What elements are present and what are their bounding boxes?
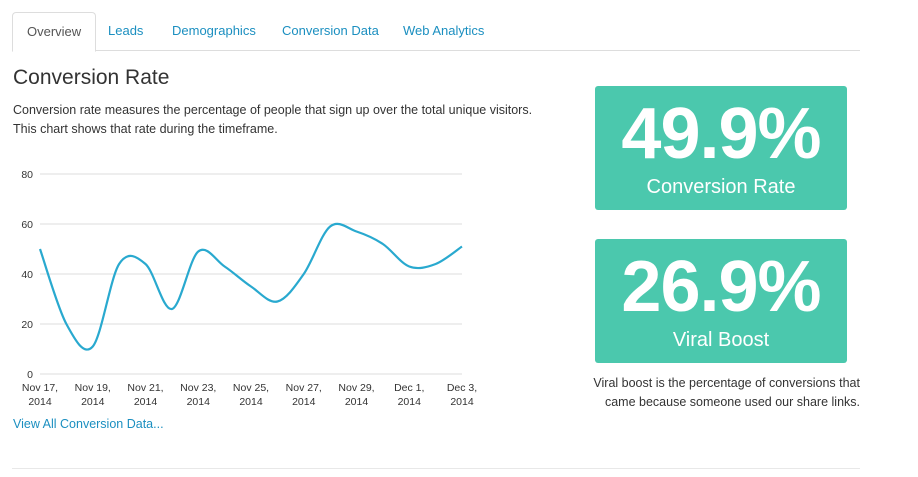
data-point bbox=[328, 225, 332, 229]
x-tick-label: Dec 1, bbox=[394, 382, 424, 394]
data-point bbox=[460, 245, 464, 249]
x-tick-label: Nov 21, bbox=[127, 382, 163, 394]
x-tick-label: 2014 bbox=[81, 396, 105, 408]
tab-conversion-data[interactable]: Conversion Data bbox=[282, 23, 379, 38]
x-tick-label: 2014 bbox=[187, 396, 211, 408]
data-point bbox=[223, 265, 227, 269]
y-tick-label: 40 bbox=[21, 269, 33, 281]
data-point bbox=[275, 300, 279, 304]
x-tick-label: Nov 19, bbox=[75, 382, 111, 394]
x-tick-label: Nov 27, bbox=[286, 382, 322, 394]
viral-boost-label: Viral Boost bbox=[672, 329, 770, 351]
data-point bbox=[196, 250, 200, 254]
tab-demographics[interactable]: Demographics bbox=[172, 23, 256, 38]
section-divider bbox=[12, 468, 860, 469]
tab-bar: Overview Leads Demographics Conversion D… bbox=[12, 12, 860, 52]
chart-description: Conversion rate measures the percentage … bbox=[13, 103, 533, 136]
x-tick-label: Nov 29, bbox=[338, 382, 374, 394]
x-tick-label: Nov 17, bbox=[22, 382, 58, 394]
y-tick-label: 60 bbox=[21, 219, 33, 231]
page-title: Conversion Rate bbox=[13, 66, 170, 89]
x-tick-label: 2014 bbox=[239, 396, 263, 408]
viral-boost-stat-card: 26.9% Viral Boost bbox=[595, 239, 847, 363]
conversion-rate-label: Conversion Rate bbox=[646, 176, 796, 198]
x-tick-label: Nov 23, bbox=[180, 382, 216, 394]
tab-web-analytics[interactable]: Web Analytics bbox=[403, 23, 485, 38]
data-point bbox=[249, 285, 253, 289]
data-point bbox=[144, 262, 148, 266]
x-tick-label: 2014 bbox=[450, 396, 474, 408]
data-point bbox=[407, 265, 411, 269]
data-point bbox=[91, 345, 95, 349]
x-tick-label: Dec 3, bbox=[447, 382, 477, 394]
view-all-conversion-data-link[interactable]: View All Conversion Data... bbox=[13, 417, 164, 431]
tab-overview[interactable]: Overview bbox=[12, 12, 97, 52]
viral-boost-note: Viral boost is the percentage of convers… bbox=[593, 376, 860, 409]
conversion-rate-line bbox=[38, 222, 463, 351]
y-tick-label: 80 bbox=[21, 169, 33, 181]
x-tick-label: 2014 bbox=[292, 396, 316, 408]
x-tick-label: 2014 bbox=[28, 396, 52, 408]
data-point bbox=[38, 247, 42, 251]
conversion-rate-stat-card: 49.9% Conversion Rate bbox=[595, 86, 847, 210]
x-tick-label: Nov 25, bbox=[233, 382, 269, 394]
data-point bbox=[117, 262, 121, 266]
data-point bbox=[64, 322, 68, 326]
data-point bbox=[355, 230, 359, 234]
y-tick-label: 0 bbox=[27, 369, 33, 381]
viral-boost-value: 26.9% bbox=[621, 247, 821, 327]
data-point bbox=[170, 307, 174, 311]
data-point bbox=[434, 262, 438, 266]
x-tick-label: 2014 bbox=[134, 396, 158, 408]
conversion-rate-chart: 0 20 40 60 80 Nov 17, 2014 Nov 19, 2014 Nov 21, 20… bbox=[21, 169, 477, 408]
tab-leads[interactable]: Leads bbox=[108, 23, 144, 38]
x-tick-label: 2014 bbox=[398, 396, 422, 408]
x-tick-label: 2014 bbox=[345, 396, 369, 408]
data-point bbox=[302, 272, 306, 276]
conversion-rate-value: 49.9% bbox=[621, 94, 821, 174]
data-point bbox=[381, 242, 385, 246]
y-tick-label: 20 bbox=[21, 319, 33, 331]
